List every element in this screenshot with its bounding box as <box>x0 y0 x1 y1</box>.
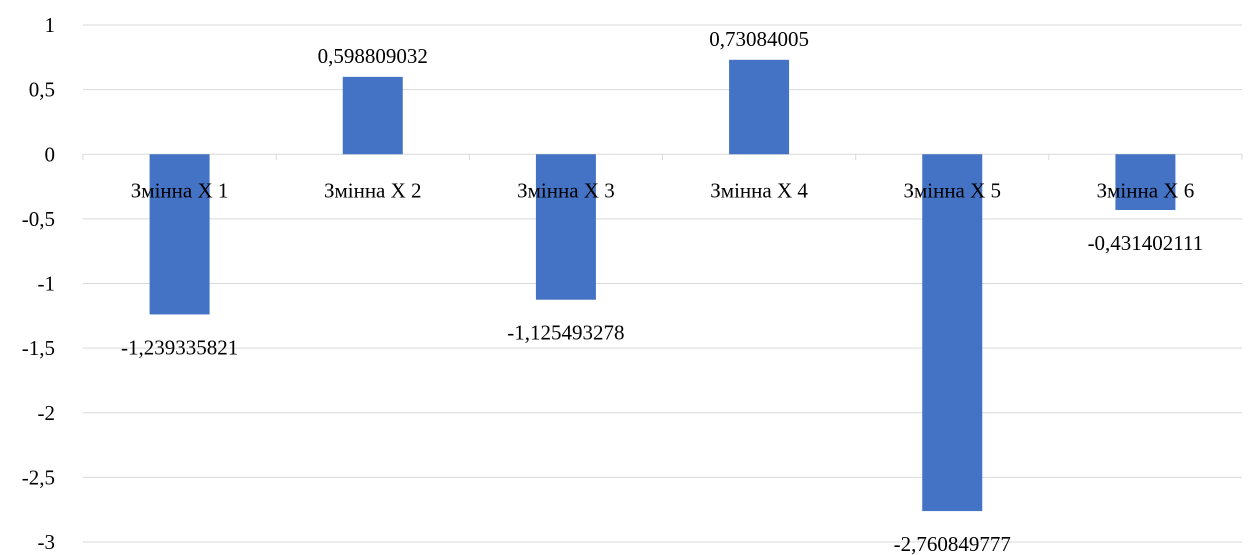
y-tick-label: -1 <box>38 272 56 296</box>
category-label: Змінна Х 3 <box>517 178 615 202</box>
bar <box>535 154 596 300</box>
y-tick-label: -0,5 <box>22 207 55 231</box>
category-labels: Змінна Х 1 Змінна Х 2 Змінна Х 3 Змінна Х 4… <box>131 178 1194 202</box>
data-label: 0,598809032 <box>318 44 428 68</box>
y-tick-label: 1 <box>45 13 56 37</box>
y-tick-label: -1,5 <box>22 336 55 360</box>
category-label: Змінна Х 4 <box>710 178 808 202</box>
data-label: -1,125493278 <box>507 321 624 345</box>
y-tick-label: -2 <box>38 401 56 425</box>
data-label: -0,431402111 <box>1088 231 1204 255</box>
category-label: Змінна Х 5 <box>903 178 1001 202</box>
y-tick-label: 0,5 <box>29 78 55 102</box>
y-tick-label: 0 <box>45 142 56 166</box>
bar <box>922 154 983 512</box>
data-label: 0,73084005 <box>709 27 809 51</box>
category-label: Змінна Х 2 <box>324 178 422 202</box>
data-label: -2,760849777 <box>894 532 1011 555</box>
grid-lines <box>82 24 1243 543</box>
bars <box>149 59 1176 512</box>
bar <box>149 154 210 315</box>
y-tick-label: -2,5 <box>22 465 55 489</box>
category-label: Змінна Х 6 <box>1097 178 1195 202</box>
bar <box>1115 154 1176 211</box>
category-label: Змінна Х 1 <box>131 178 229 202</box>
y-axis-tick-labels: 1 0,5 0 -0,5 -1 -1,5 -2 -2,5 -3 <box>22 13 55 554</box>
data-labels: -1,239335821 0,598809032 -1,125493278 0,730… <box>121 27 1203 555</box>
data-label: -1,239335821 <box>121 335 238 359</box>
y-tick-label: -3 <box>38 530 56 554</box>
bar <box>729 59 790 155</box>
bar <box>342 76 403 155</box>
